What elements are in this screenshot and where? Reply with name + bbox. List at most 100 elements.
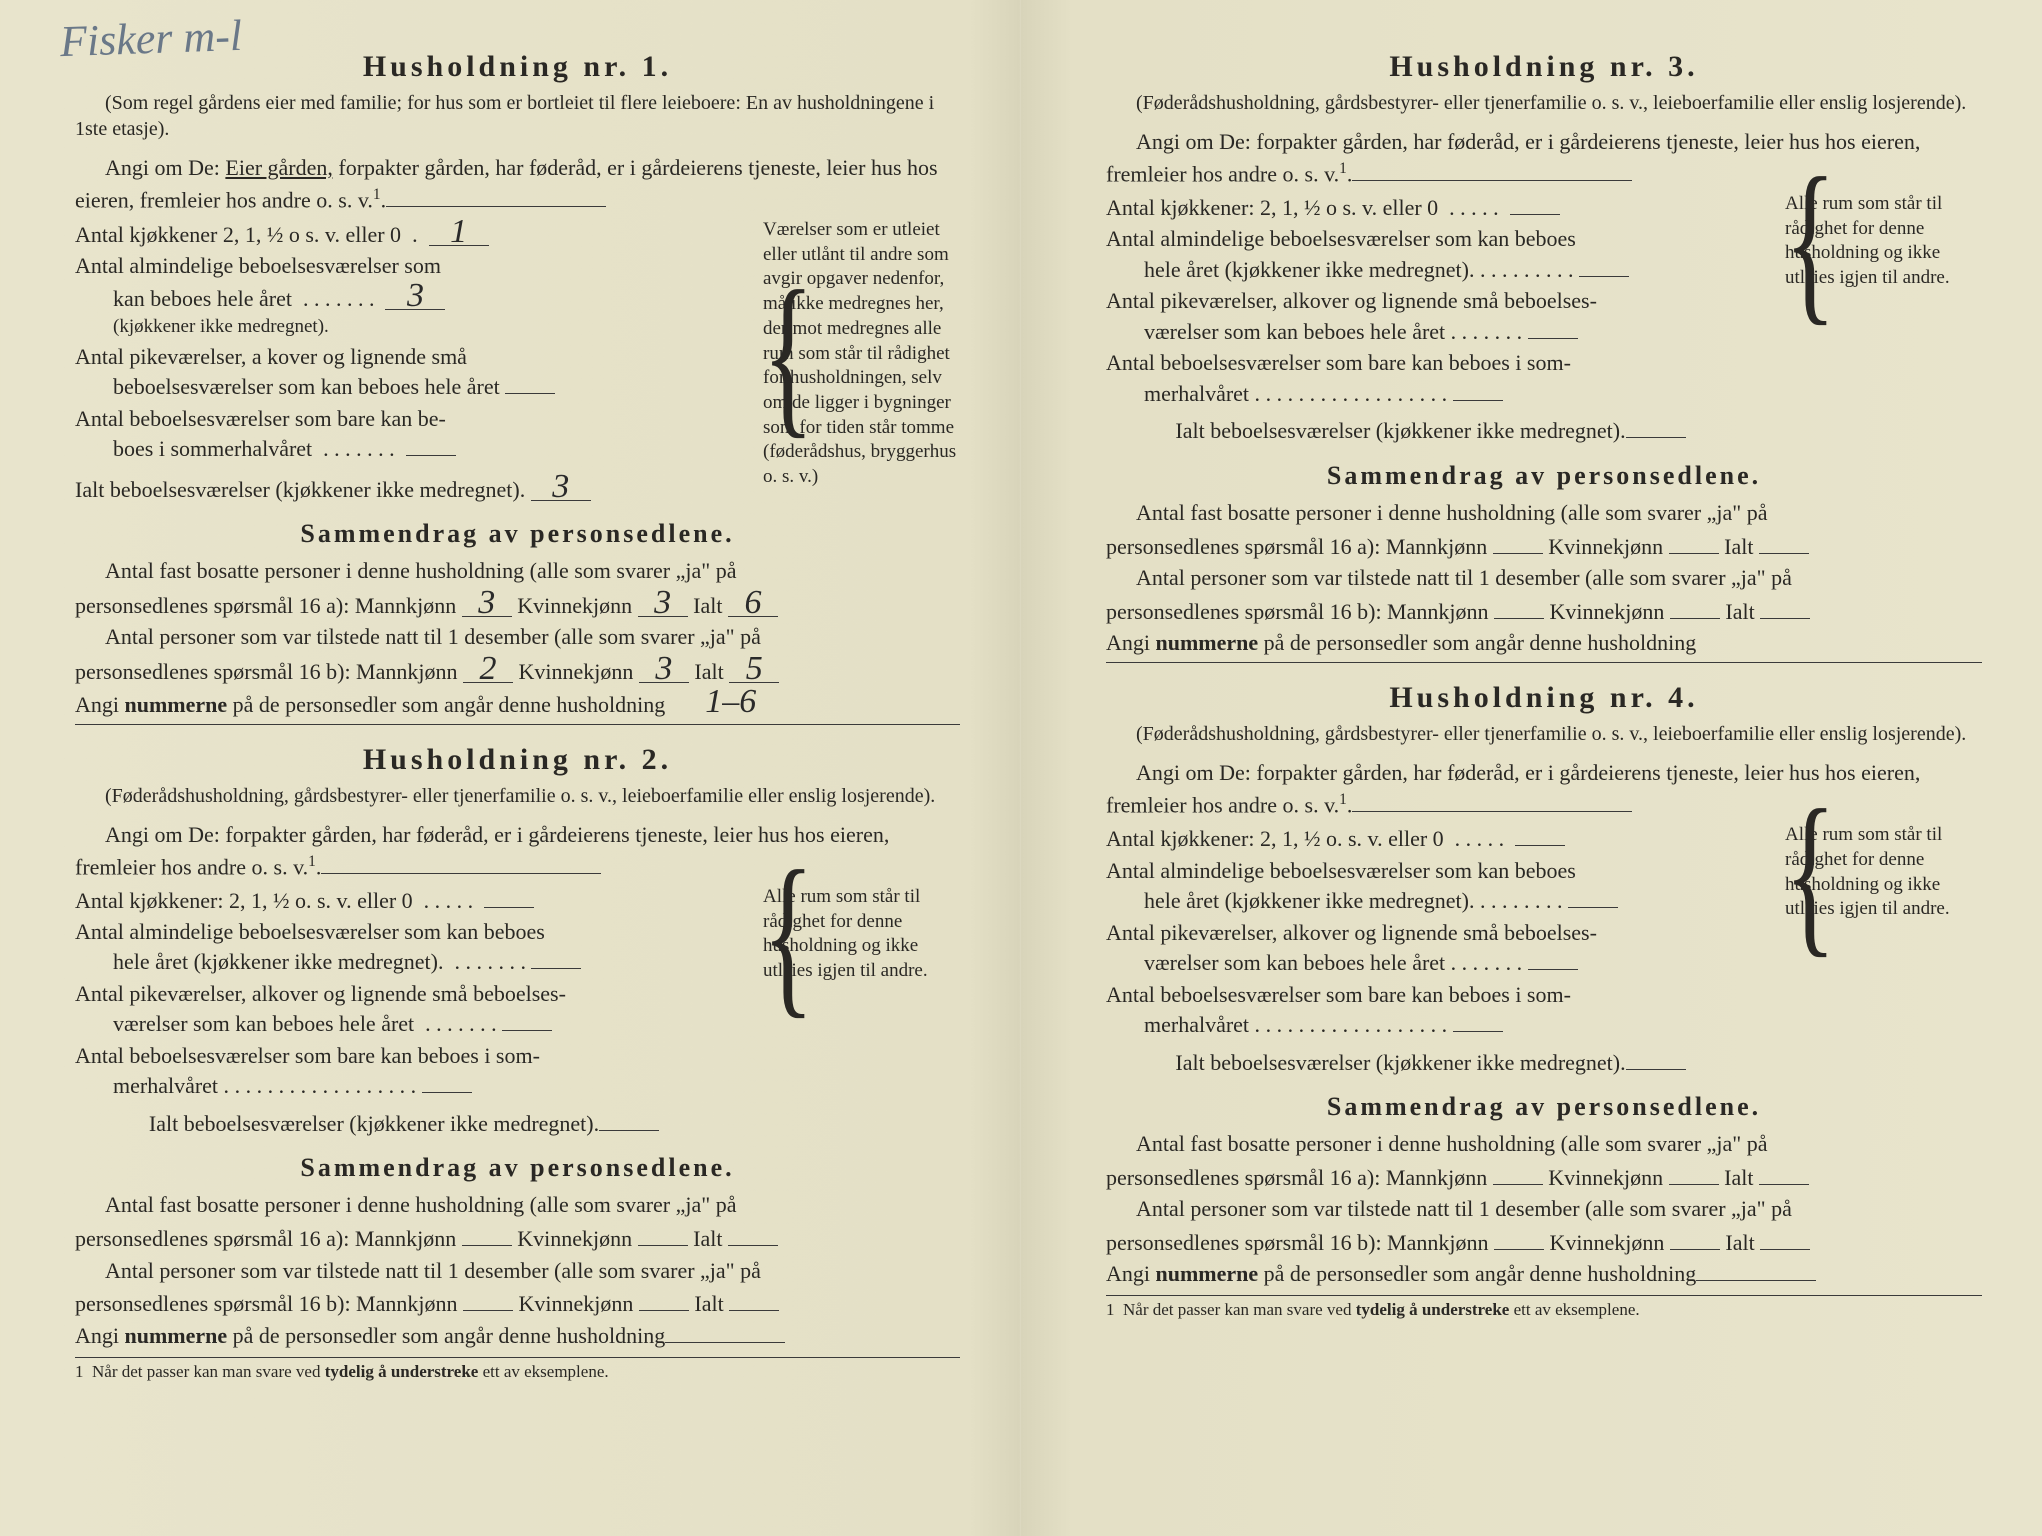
hh1-alm1: Antal almindelige beboelsesværelser som	[75, 250, 733, 281]
hh3-ialt: Ialt beboelsesværelser (kjøkkener ikke m…	[1106, 415, 1755, 446]
hh3-pike-label2: værelser som kan beboes hele året	[1144, 319, 1445, 344]
hh1-fast2-pre: personsedlenes spørsmål 16 a): Mannkjønn	[75, 593, 456, 618]
hh1-til1: Antal personer som var tilstede natt til…	[75, 621, 960, 653]
hh4-sammen-title: Sammendrag av personsedlene.	[1106, 1092, 1982, 1122]
hh3-fast2: personsedlenes spørsmål 16 a): Mannkjønn…	[1106, 531, 1982, 562]
hh3-fast2-pre: personsedlenes spørsmål 16 a): Mannkjønn	[1106, 534, 1487, 559]
hh2-somm-label2: merhalvåret .	[113, 1073, 229, 1098]
hh2-kv-lbl2: Kvinnekjønn	[519, 1291, 634, 1316]
brace-icon	[745, 885, 759, 984]
hh2-sup: 1	[308, 853, 316, 870]
hh4-kv-lbl2: Kvinnekjønn	[1550, 1230, 1665, 1255]
hh4-fast2-pre: personsedlenes spørsmål 16 a): Mannkjønn	[1106, 1165, 1487, 1190]
hh4-alm1: Antal almindelige beboelsesværelser som …	[1106, 855, 1755, 886]
hh3-til2: personsedlenes spørsmål 16 b): Mannkjønn…	[1106, 596, 1982, 627]
hh2-rooms-block: Antal kjøkkener: 2, 1, ½ o. s. v. eller …	[75, 885, 960, 1140]
hh4-pike1: Antal pikeværelser, alkover og lignende …	[1106, 917, 1755, 948]
handwritten-note-top: Fisker m-l	[59, 15, 242, 63]
hh2-num-pre: Angi nummerne på de personsedler som ang…	[75, 1323, 665, 1348]
hh3-somm1: Antal beboelsesværelser som bare kan beb…	[1106, 347, 1755, 378]
hh2-angi: Angi om De: forpakter gården, har føderå…	[75, 819, 960, 883]
hh2-ialt-lbl2: Ialt	[694, 1291, 723, 1316]
brace-icon	[745, 218, 759, 490]
hh1-angi-pre: Angi om De:	[105, 155, 225, 180]
hh4-title: Husholdning nr. 4.	[1106, 681, 1982, 715]
hh2-til2-pre: personsedlenes spørsmål 16 b): Mannkjønn	[75, 1291, 458, 1316]
hh3-subtitle: (Føderådshusholdning, gårdsbestyrer- ell…	[1106, 90, 1982, 116]
right-page: Husholdning nr. 3. (Føderådshusholdning,…	[1021, 0, 2042, 1536]
hh4-sup: 1	[1339, 791, 1347, 808]
hh2-footnote: 1 Når det passer kan man svare ved tydel…	[75, 1357, 960, 1382]
left-page: Fisker m-l Husholdning nr. 1. (Som regel…	[0, 0, 1021, 1536]
hh3-kv-lbl2: Kvinnekjønn	[1550, 599, 1665, 624]
hh3-kj: Antal kjøkkener: 2, 1, ½ o s. v. eller 0…	[1106, 192, 1755, 223]
hh1-sidenote: Værelser som er utleiet eller utlånt til…	[745, 218, 960, 490]
hh2-somm1: Antal beboelsesværelser som bare kan beb…	[75, 1040, 733, 1071]
hh3-kv-lbl: Kvinnekjønn	[1548, 534, 1663, 559]
hh3-pike1: Antal pikeværelser, alkover og lignende …	[1106, 285, 1755, 316]
hh1-pike1: Antal pikeværelser, a kover og lignende …	[75, 341, 733, 372]
hh2-fast1: Antal fast bosatte personer i denne hush…	[75, 1189, 960, 1221]
hh2-pike-label2: værelser som kan beboes hele året	[113, 1011, 414, 1036]
hh2-til2: personsedlenes spørsmål 16 b): Mannkjønn…	[75, 1288, 960, 1319]
hh1-somm2: boes i sommerhalvåret . . . . . . .	[75, 434, 733, 465]
hh1-alm2: kan beboes hele året . . . . . . . 3	[75, 282, 733, 315]
hh3-alm2: hele året (kjøkkener ikke medregnet). . …	[1106, 255, 1755, 286]
hh1-alm-label2: kan beboes hele året	[113, 286, 292, 311]
hh1-pike-label2: beboelsesværelser som kan beboes hele år…	[113, 374, 500, 399]
hh1-fast-ialt: 6	[728, 589, 778, 617]
hh2-num: Angi nummerne på de personsedler som ang…	[75, 1320, 960, 1351]
hh1-pike2: beboelsesværelser som kan beboes hele år…	[75, 372, 733, 403]
hh4-til2: personsedlenes spørsmål 16 b): Mannkjønn…	[1106, 1227, 1982, 1258]
hh2-ialt-lbl: Ialt	[693, 1226, 722, 1251]
hh1-kj: Antal kjøkkener 2, 1, ½ o s. v. eller 0 …	[75, 218, 733, 250]
hh1-num: Angi nummerne på de personsedler som ang…	[75, 688, 960, 725]
hh2-kj-label: Antal kjøkkener: 2, 1, ½ o. s. v. eller …	[75, 888, 413, 913]
hh1-kv-lbl2: Kvinnekjønn	[519, 659, 634, 684]
hh3-pike2: værelser som kan beboes hele året . . . …	[1106, 317, 1755, 348]
hh2-footnote-text: 1 Når det passer kan man svare ved tydel…	[75, 1362, 609, 1381]
hh1-til2-pre: personsedlenes spørsmål 16 b): Mannkjønn	[75, 659, 458, 684]
hh4-pike2: værelser som kan beboes hele året . . . …	[1106, 948, 1755, 979]
hh2-ialt-label: Ialt beboelsesværelser (kjøkkener ikke m…	[149, 1111, 599, 1136]
hh2-alm1: Antal almindelige beboelsesværelser som …	[75, 916, 733, 947]
hh2-fast2: personsedlenes spørsmål 16 a): Mannkjønn…	[75, 1223, 960, 1254]
hh1-kj-val: 1	[429, 218, 489, 246]
hh1-fast-m: 3	[462, 589, 512, 617]
hh4-sidenote: Alle rum som står til rådighet for denne…	[1767, 823, 1982, 922]
hh4-pike-label2: værelser som kan beboes hele året	[1144, 950, 1445, 975]
hh4-til2-pre: personsedlenes spørsmål 16 b): Mannkjønn	[1106, 1230, 1489, 1255]
hh4-footnote: 1 Når det passer kan man svare ved tydel…	[1106, 1295, 1982, 1320]
hh1-angi-underline: Eier gården,	[225, 155, 333, 180]
hh4-num: Angi nummerne på de personsedler som ang…	[1106, 1258, 1982, 1289]
hh2-kv-lbl: Kvinnekjønn	[517, 1226, 632, 1251]
hh1-ialt-lbl2: Ialt	[694, 659, 723, 684]
hh4-ialt-lbl: Ialt	[1724, 1165, 1753, 1190]
hh4-ialt: Ialt beboelsesværelser (kjøkkener ikke m…	[1106, 1047, 1755, 1078]
hh4-kv-lbl: Kvinnekjønn	[1548, 1165, 1663, 1190]
hh1-sup: 1	[373, 186, 381, 203]
hh1-sammen-title: Sammendrag av personsedlene.	[75, 519, 960, 549]
hh4-rooms-block: Antal kjøkkener: 2, 1, ½ o. s. v. eller …	[1106, 823, 1982, 1078]
hh3-sup: 1	[1339, 160, 1347, 177]
hh2-title: Husholdning nr. 2.	[75, 743, 960, 777]
hh1-alm-sub: (kjøkkener ikke medregnet).	[75, 314, 733, 341]
hh2-subtitle: (Føderådshusholdning, gårdsbestyrer- ell…	[75, 783, 960, 809]
hh4-kj-label: Antal kjøkkener: 2, 1, ½ o. s. v. eller …	[1106, 826, 1444, 851]
hh1-fast2: personsedlenes spørsmål 16 a): Mannkjønn…	[75, 589, 960, 621]
hh4-somm-label2: merhalvåret .	[1144, 1012, 1260, 1037]
hh2-sammen-title: Sammendrag av personsedlene.	[75, 1153, 960, 1183]
hh4-ialt-label: Ialt beboelsesværelser (kjøkkener ikke m…	[1175, 1050, 1625, 1075]
hh4-angi: Angi om De: forpakter gården, har føderå…	[1106, 757, 1982, 821]
hh3-ialt-lbl: Ialt	[1724, 534, 1753, 559]
hh1-fast-kv: 3	[638, 589, 688, 617]
hh2-alm-label2: hele året (kjøkkener ikke medregnet).	[113, 949, 443, 974]
hh2-kj: Antal kjøkkener: 2, 1, ½ o. s. v. eller …	[75, 885, 733, 916]
hh3-alm1: Antal almindelige beboelsesværelser som …	[1106, 223, 1755, 254]
hh2-somm2: merhalvåret . . . . . . . . . . . . . . …	[75, 1071, 733, 1102]
hh3-somm2: merhalvåret . . . . . . . . . . . . . . …	[1106, 379, 1755, 410]
hh2-pike2: værelser som kan beboes hele året . . . …	[75, 1009, 733, 1040]
hh4-somm2: merhalvåret . . . . . . . . . . . . . . …	[1106, 1010, 1755, 1041]
hh2-til1: Antal personer som var tilstede natt til…	[75, 1255, 960, 1287]
hh3-alm-label2: hele året (kjøkkener ikke medregnet). .	[1144, 257, 1485, 282]
